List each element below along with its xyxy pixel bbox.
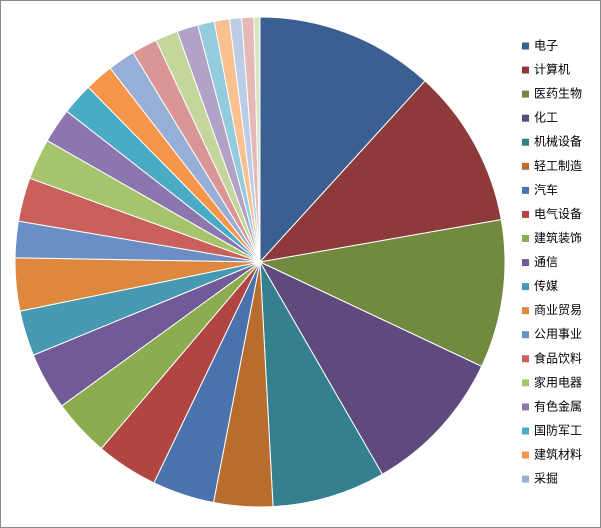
legend-label: 通信	[534, 255, 558, 269]
legend-swatch	[522, 138, 529, 146]
legend-label: 传媒	[534, 278, 558, 293]
legend-swatch	[522, 66, 529, 74]
legend-swatch	[522, 355, 529, 363]
pie-slice	[258, 219, 506, 368]
legend-swatch	[522, 210, 529, 218]
legend-swatch	[522, 259, 529, 267]
pie-slice	[259, 16, 426, 264]
legend-swatch	[522, 307, 529, 315]
legend-label: 商业贸易	[534, 302, 582, 317]
legend-label: 食品饮料	[534, 350, 582, 365]
legend-label: 采掘	[534, 471, 558, 486]
legend-label: 电子	[534, 39, 558, 53]
legend-swatch	[522, 42, 529, 50]
pie-slice	[258, 80, 502, 263]
legend-label: 有色金属	[534, 398, 582, 413]
legend-swatch	[522, 379, 529, 387]
legend-label: 计算机	[534, 62, 570, 77]
legend-label: 电气设备	[534, 206, 582, 221]
legend-label: 公用事业	[534, 327, 582, 341]
legend-label: 建筑装饰	[534, 230, 582, 245]
pie-slice	[258, 260, 483, 475]
pie-slice	[259, 261, 384, 508]
legend-label: 医药生物	[534, 87, 582, 101]
legend-swatch	[522, 114, 529, 122]
legend-swatch	[522, 162, 529, 170]
legend-label: 轻工制造	[534, 159, 582, 173]
legend-label: 机械设备	[534, 134, 582, 149]
legend-label: 化工	[534, 111, 558, 125]
legend-swatch	[522, 186, 529, 194]
legend-label: 汽车	[534, 182, 558, 197]
legend-swatch	[522, 475, 529, 483]
legend-swatch	[522, 90, 529, 98]
legend-label: 国防军工	[534, 422, 582, 437]
pie-slice	[253, 16, 261, 263]
legend-label: 家用电器	[534, 374, 582, 389]
legend-swatch	[522, 427, 529, 435]
legend-swatch	[522, 234, 529, 242]
legend-swatch	[522, 403, 529, 411]
legend-swatch	[522, 331, 529, 339]
legend-swatch	[522, 283, 529, 291]
legend-label: 建筑材料	[534, 447, 582, 462]
legend-swatch	[522, 451, 529, 459]
